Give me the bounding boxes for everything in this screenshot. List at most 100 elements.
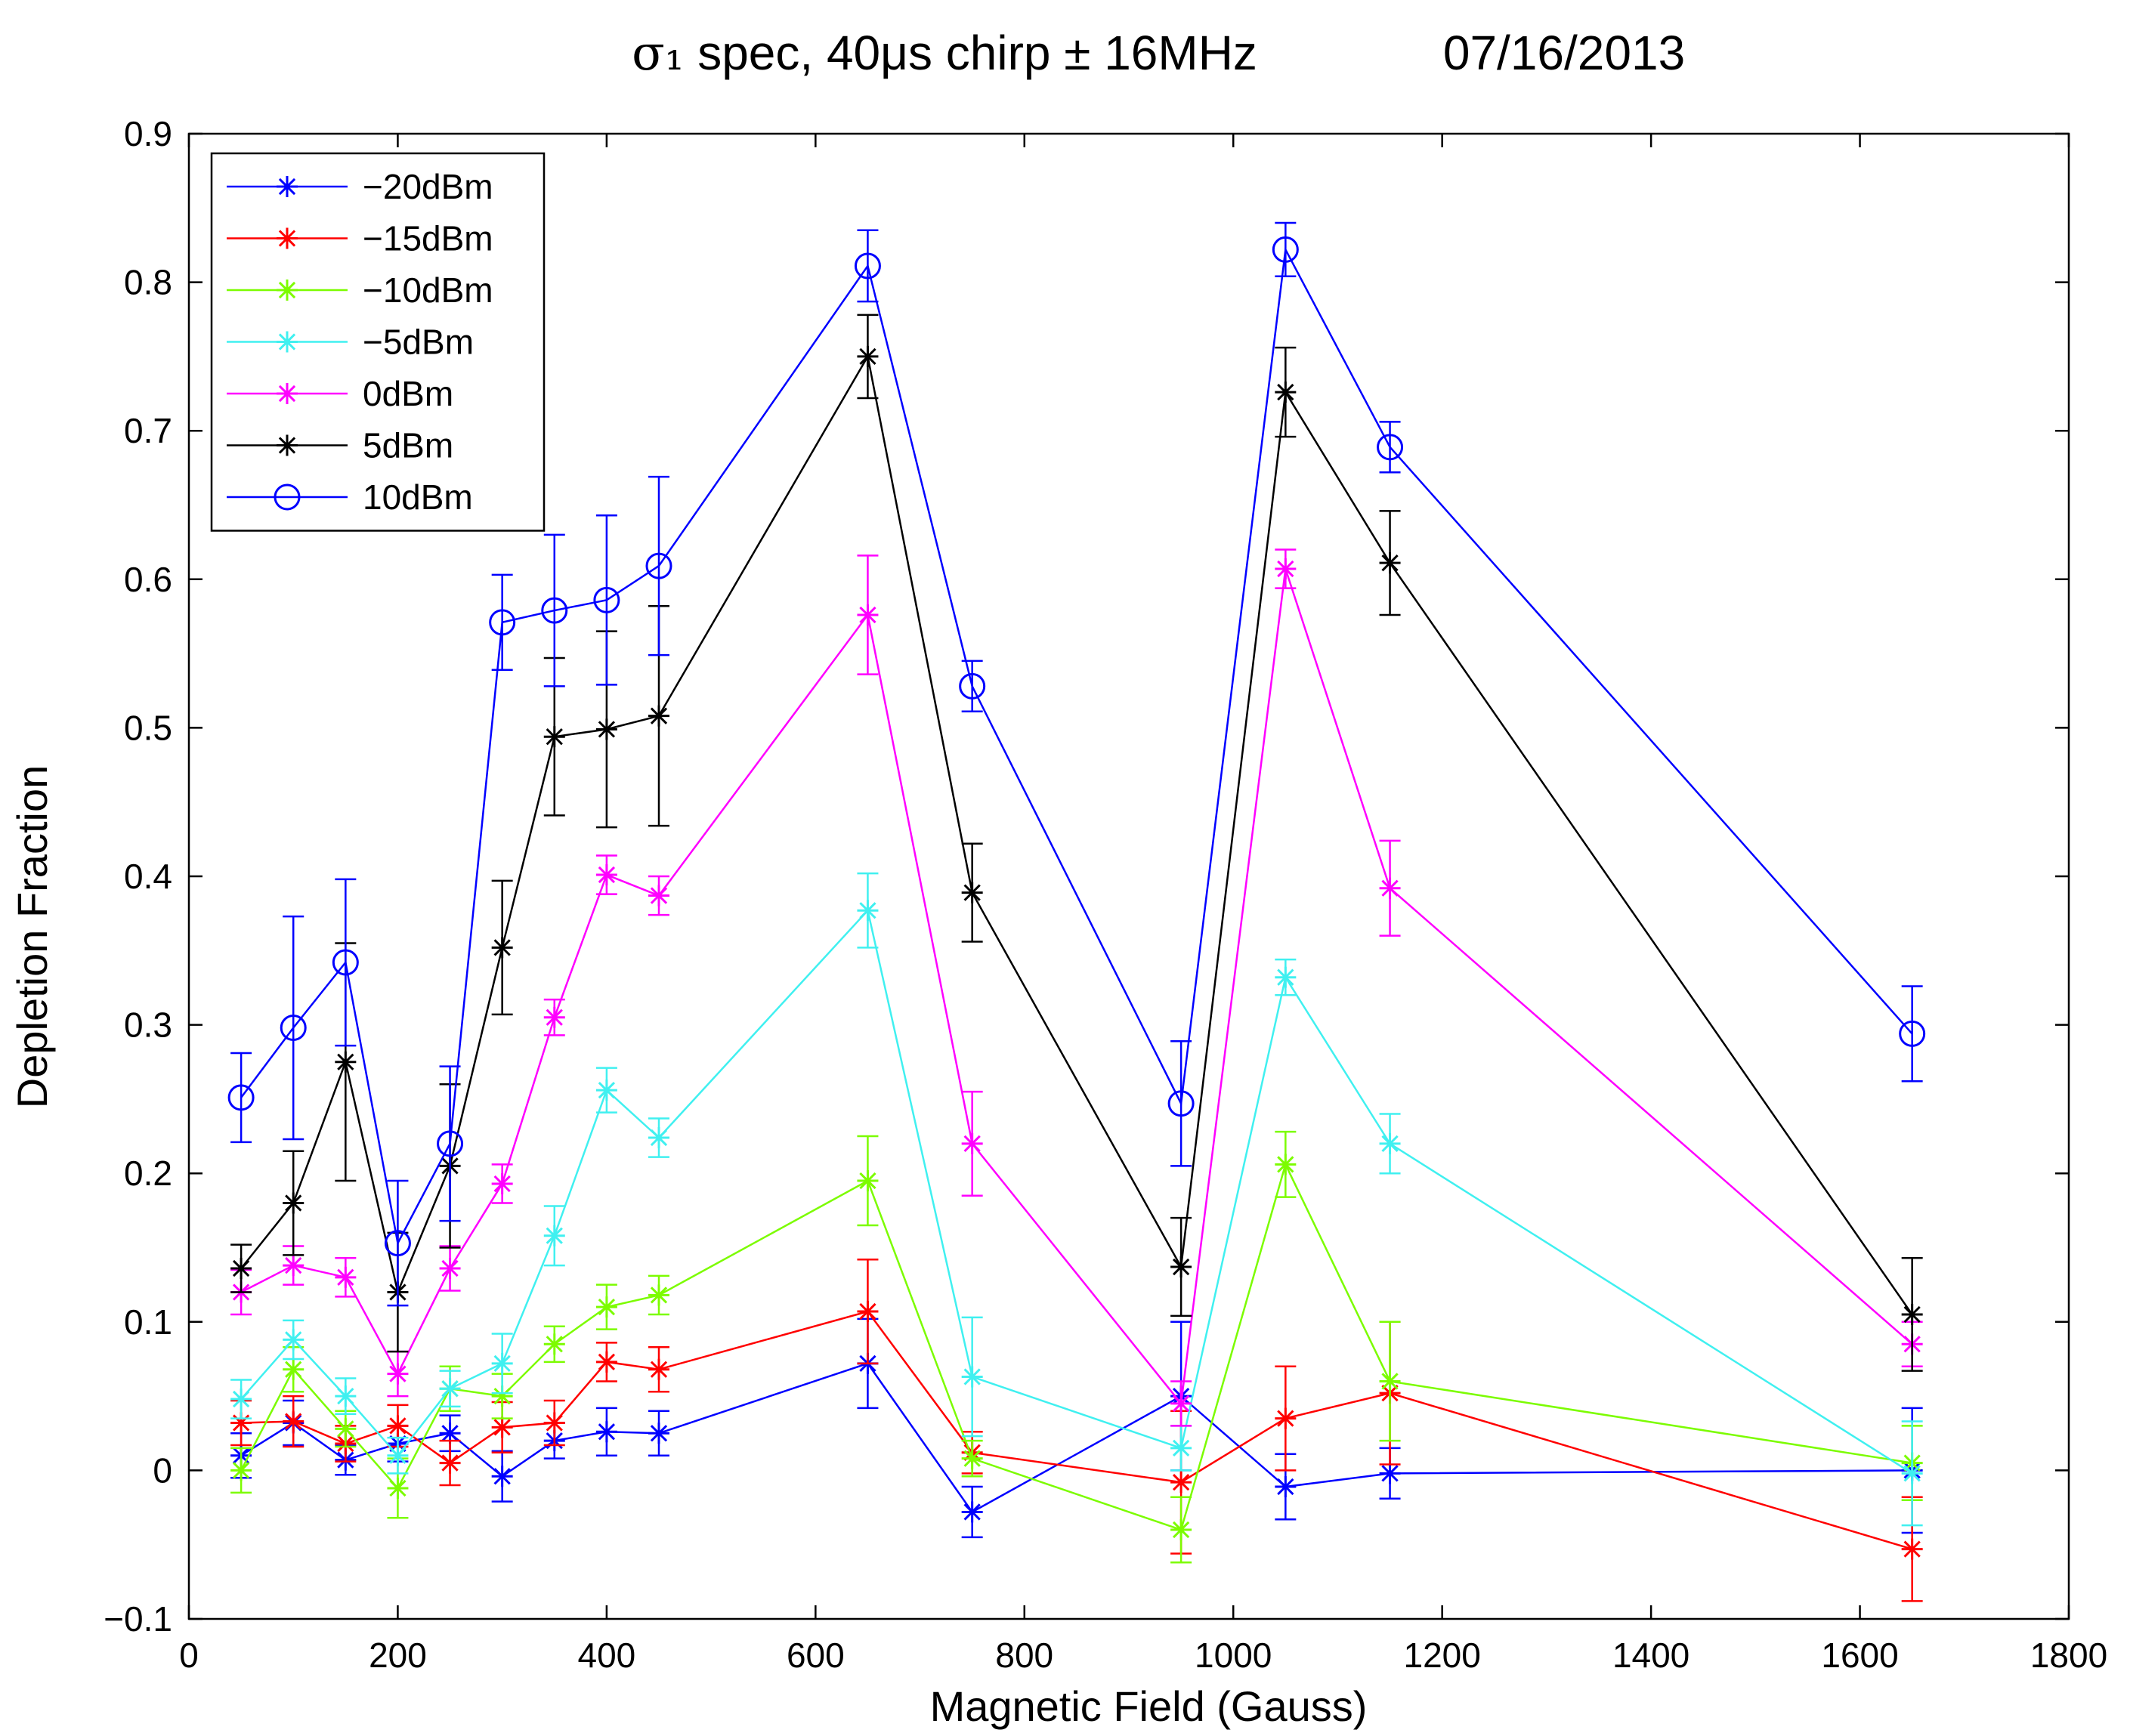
data-point	[595, 1351, 617, 1373]
data-point	[491, 1416, 513, 1438]
error-bar	[857, 229, 879, 303]
data-point	[961, 1447, 983, 1469]
data-point	[1275, 381, 1297, 403]
data-point	[857, 345, 879, 367]
data-point	[335, 1051, 357, 1073]
data-point	[387, 1444, 409, 1466]
data-point	[439, 1258, 461, 1280]
data-point	[1275, 966, 1297, 988]
x-tick-label: 400	[578, 1636, 636, 1675]
data-point	[1379, 552, 1401, 574]
x-tick-label: 600	[787, 1636, 845, 1675]
error-bar	[1379, 421, 1401, 474]
series-4	[230, 548, 1923, 1427]
legend: −20dBm −15dBm −10dBm −5dBm 0dBm 5dBm 10dBm	[210, 152, 546, 532]
error-bar	[1901, 985, 1923, 1083]
legend-entry: 0dBm	[363, 374, 453, 413]
data-point	[1901, 1463, 1923, 1484]
error-bar	[387, 1179, 409, 1307]
data-point	[857, 1170, 879, 1192]
error-bar	[961, 659, 983, 713]
data-point	[387, 1477, 409, 1499]
data-point	[230, 1388, 252, 1410]
data-point	[227, 1084, 255, 1111]
data-point	[541, 597, 568, 624]
y-tick-label: 0.3	[124, 1005, 172, 1045]
axes: 0 200 400 600 800 1000 1200 1400 1600 1800−0.100.…	[104, 114, 2107, 1675]
data-point	[387, 1363, 409, 1385]
legend-entry: 5dBm	[363, 426, 453, 465]
data-point	[1275, 1154, 1297, 1175]
data-point	[857, 1301, 879, 1323]
data-point	[595, 1296, 617, 1318]
data-point	[961, 1501, 983, 1523]
data-point	[1272, 236, 1299, 263]
y-tick-label: 0.5	[124, 708, 172, 747]
data-point	[648, 1284, 669, 1306]
data-point	[648, 1422, 669, 1444]
data-point	[648, 1358, 669, 1380]
data-point	[959, 672, 986, 700]
data-point	[961, 1366, 983, 1388]
series-6	[227, 221, 1926, 1307]
error-bar	[283, 915, 305, 1141]
y-tick-label: 0.6	[124, 560, 172, 599]
data-point	[230, 1258, 252, 1280]
x-tick-label: 800	[995, 1636, 1053, 1675]
data-point	[1170, 1437, 1192, 1459]
y-tick-label: 0.4	[124, 857, 172, 896]
data-point	[437, 1130, 464, 1157]
error-bar	[1170, 1039, 1192, 1167]
data-point	[1170, 1392, 1192, 1414]
data-point	[1170, 1256, 1192, 1278]
data-point	[648, 1127, 669, 1149]
data-point	[439, 1378, 461, 1400]
x-tick-label: 1400	[1612, 1636, 1689, 1675]
data-point	[384, 1230, 411, 1257]
error-bar	[439, 1065, 461, 1222]
error-bar	[543, 533, 565, 687]
data-point	[543, 726, 565, 748]
y-tick-label: 0.9	[124, 114, 172, 153]
data-point	[543, 1006, 565, 1028]
data-point	[595, 1080, 617, 1101]
x-tick-label: 1200	[1403, 1636, 1480, 1675]
data-point	[283, 1192, 305, 1214]
data-point	[335, 1385, 357, 1407]
data-point	[230, 1460, 252, 1481]
data-point	[961, 1132, 983, 1154]
y-tick-label: 0.7	[124, 411, 172, 450]
data-point	[1379, 1463, 1401, 1484]
data-point	[283, 1410, 305, 1432]
y-tick-label: 0	[153, 1450, 172, 1490]
error-bar	[648, 475, 669, 656]
error-bar	[335, 878, 357, 1047]
legend-marker	[277, 176, 298, 197]
data-point	[1901, 1538, 1923, 1560]
data-point	[543, 1333, 565, 1355]
error-bar	[491, 573, 513, 671]
data-point	[1275, 1476, 1297, 1498]
chart-title: σ₁ spec, 40μs chirp ± 16MHz	[632, 26, 1257, 82]
y-tick-label: 0.2	[124, 1154, 172, 1193]
data-point	[543, 1412, 565, 1434]
legend-entry: −15dBm	[363, 219, 493, 258]
y-axis-label: Depletion Fraction	[8, 765, 56, 1108]
x-tick-label: 1600	[1821, 1636, 1898, 1675]
data-point	[1379, 877, 1401, 899]
legend-marker	[277, 434, 298, 456]
data-point	[961, 882, 983, 904]
data-point	[1170, 1472, 1192, 1494]
data-point	[854, 252, 881, 280]
data-point	[595, 1421, 617, 1443]
data-point	[595, 864, 617, 886]
x-axis-label: Magnetic Field (Gauss)	[930, 1682, 1368, 1730]
data-point	[332, 949, 359, 976]
data-point	[491, 1466, 513, 1487]
data-point	[648, 705, 669, 727]
data-point	[857, 604, 879, 626]
data-point	[283, 1255, 305, 1277]
error-bar	[595, 514, 617, 686]
legend-entry: 10dBm	[363, 477, 473, 517]
data-point	[1379, 1370, 1401, 1392]
